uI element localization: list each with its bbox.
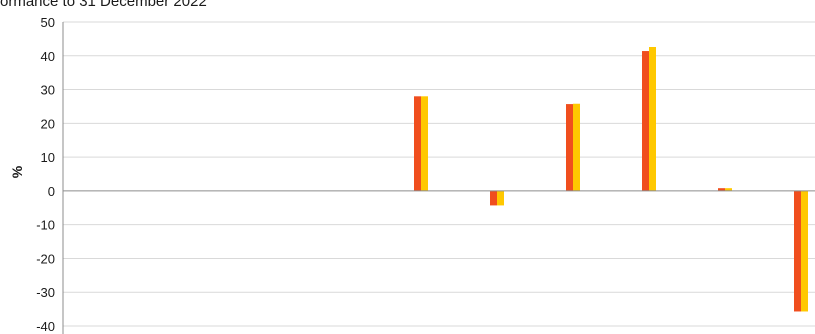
- y-tick-label: -40: [36, 319, 55, 334]
- y-axis-ticks: 50 40 30 20 10 0 -10 -20 -30 -40: [36, 15, 55, 334]
- bar-series-2: [421, 96, 428, 191]
- y-tick-label: -20: [36, 251, 55, 266]
- bar-series-1: [794, 190, 801, 312]
- bar-series-2: [801, 190, 808, 312]
- chart-title: ormance to 31 December 2022: [0, 0, 207, 10]
- y-tick-label: 10: [41, 150, 55, 165]
- y-axis-label: %: [9, 165, 25, 178]
- bar-series-2: [725, 188, 732, 191]
- y-tick-label: 40: [41, 49, 55, 64]
- bar-series-2: [649, 46, 656, 191]
- bar-series-1: [490, 190, 497, 206]
- y-tick-label: 0: [48, 184, 55, 199]
- bar-series-1: [642, 51, 649, 191]
- bar-series-1: [718, 188, 725, 191]
- gridlines: [63, 21, 815, 327]
- bar-series-1: [566, 104, 573, 191]
- y-tick-label: 20: [41, 116, 55, 131]
- y-tick-label: 30: [41, 83, 55, 98]
- y-tick-label: -30: [36, 285, 55, 300]
- bar-series-2: [573, 103, 580, 191]
- bar-series-2: [497, 190, 504, 206]
- y-tick-label: -10: [36, 218, 55, 233]
- bars: [414, 46, 808, 312]
- y-tick-label: 50: [41, 15, 55, 30]
- bar-series-1: [414, 96, 421, 191]
